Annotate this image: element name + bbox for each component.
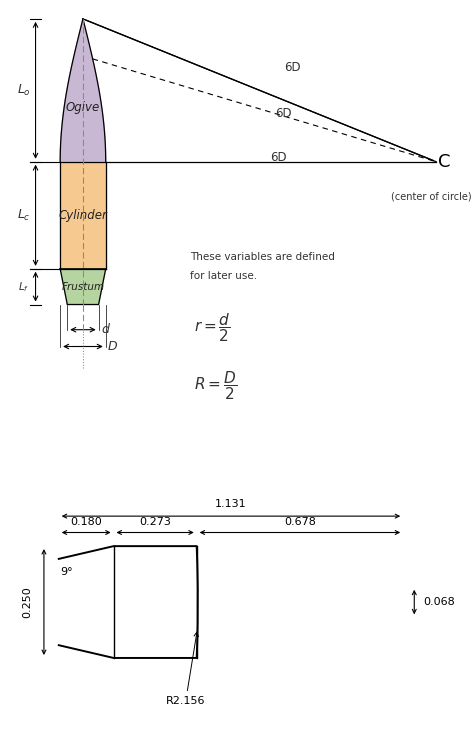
Text: $R = \dfrac{D}{2}$: $R = \dfrac{D}{2}$ (194, 370, 237, 402)
Text: These variables are defined: These variables are defined (190, 252, 335, 262)
Text: D: D (108, 340, 118, 353)
Text: R2.156: R2.156 (166, 632, 205, 706)
Text: 6D: 6D (284, 61, 301, 74)
Text: $r = \dfrac{d}{2}$: $r = \dfrac{d}{2}$ (194, 310, 231, 344)
Text: 0.068: 0.068 (424, 597, 456, 607)
Polygon shape (59, 546, 198, 658)
Text: 1.131: 1.131 (215, 499, 247, 509)
Text: for later use.: for later use. (190, 271, 257, 281)
Text: 9°: 9° (61, 567, 73, 577)
Polygon shape (60, 162, 106, 268)
Text: C: C (438, 153, 451, 171)
Text: $L_o$: $L_o$ (17, 82, 31, 98)
Text: d: d (101, 323, 109, 336)
Polygon shape (60, 268, 106, 304)
Text: 0.678: 0.678 (284, 517, 316, 527)
Text: 0.273: 0.273 (139, 517, 171, 527)
Text: Frustum: Frustum (62, 282, 104, 292)
Text: 6D: 6D (270, 151, 287, 164)
Text: 0.180: 0.180 (70, 517, 102, 527)
Text: Ogive: Ogive (66, 100, 100, 113)
Text: 6D: 6D (275, 107, 292, 120)
Text: $L_c$: $L_c$ (17, 208, 30, 223)
Text: Cylinder: Cylinder (58, 209, 108, 222)
Text: 0.250: 0.250 (22, 586, 32, 618)
Text: $L_f$: $L_f$ (18, 280, 29, 293)
Text: (center of circle): (center of circle) (391, 191, 472, 201)
Polygon shape (60, 19, 106, 162)
